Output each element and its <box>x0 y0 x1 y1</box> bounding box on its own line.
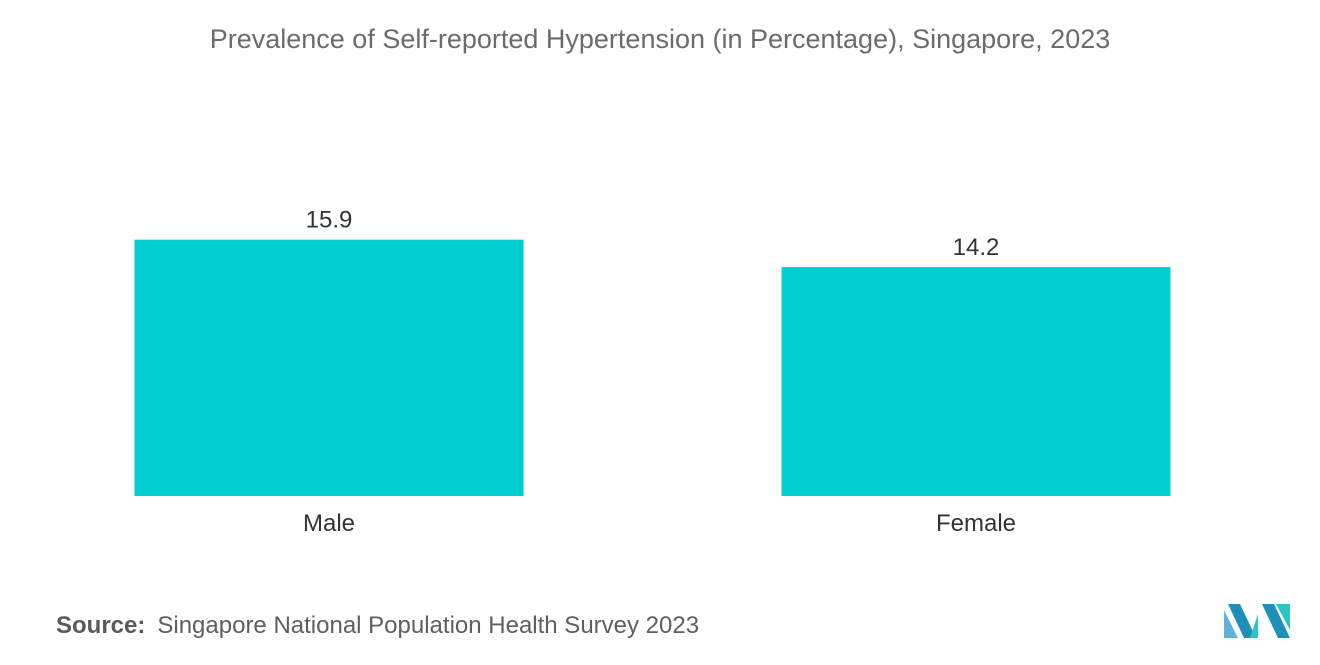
mordor-logo-icon <box>1224 604 1290 643</box>
bars-layer <box>134 239 1171 496</box>
source-text: Singapore National Population Health Sur… <box>157 612 700 639</box>
labels-layer: 15.9 Male 14.2 Female <box>303 207 1016 537</box>
bar-female <box>781 267 1171 496</box>
bar-male <box>134 239 524 496</box>
category-label-male: Male <box>303 510 355 537</box>
source-note: Source: Singapore National Population Hea… <box>56 612 699 640</box>
category-label-female: Female <box>936 510 1016 537</box>
value-label-male: 15.9 <box>306 207 353 234</box>
value-label-female: 14.2 <box>953 234 1000 261</box>
logo-mark <box>1224 604 1290 638</box>
bar-chart: 15.9 Male 14.2 Female <box>134 207 1171 537</box>
chart-title: Prevalence of Self-reported Hypertension… <box>209 24 1111 54</box>
source-label: Source: <box>56 612 146 639</box>
